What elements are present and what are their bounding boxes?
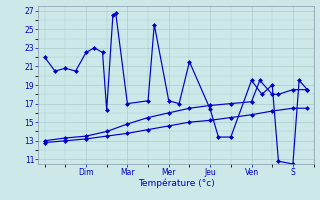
X-axis label: Température (°c): Température (°c) xyxy=(138,179,214,188)
